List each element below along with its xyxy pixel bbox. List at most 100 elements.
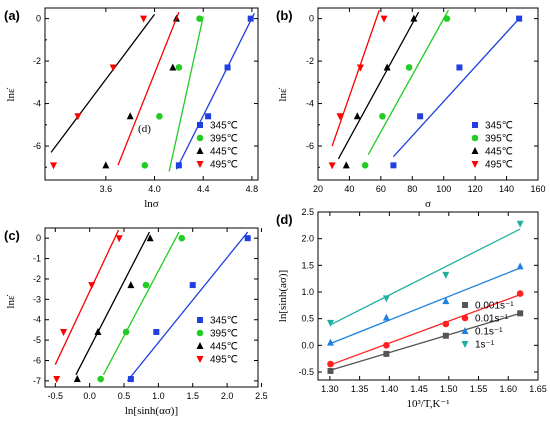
data-point <box>342 161 350 169</box>
legend: 0.001s⁻¹ 0.01s⁻¹ 0.1s⁻¹ 1s⁻¹ <box>461 301 514 351</box>
legend-label: 445℃ <box>485 147 513 158</box>
data-point <box>356 64 364 72</box>
data-point <box>353 112 361 120</box>
y-tick-label: -6 <box>306 141 314 151</box>
data-point <box>53 376 61 384</box>
plot-frame <box>44 7 259 181</box>
series-3 <box>53 229 123 384</box>
x-tick-label: 1.0 <box>152 391 165 401</box>
x-tick-label: 120 <box>468 184 483 194</box>
series-1 <box>141 15 204 172</box>
y-tick-label: 0 <box>309 14 314 24</box>
data-point <box>336 113 344 121</box>
x-tick-label: 1.5 <box>186 391 199 401</box>
data-point <box>327 367 334 374</box>
legend-label: 345℃ <box>485 121 513 132</box>
x-tick-label: 160 <box>530 184 545 194</box>
data-point <box>178 234 186 242</box>
data-point <box>326 338 334 346</box>
data-point <box>73 375 81 383</box>
data-point <box>142 281 150 289</box>
legend-label: 495℃ <box>210 355 238 366</box>
fit-line <box>392 18 520 158</box>
fit-line <box>175 13 255 170</box>
data-point <box>516 220 524 228</box>
x-tick-label: 1.45 <box>410 384 428 394</box>
series-2 <box>326 262 524 346</box>
data-point <box>382 295 390 303</box>
data-point <box>417 113 424 120</box>
x-axis-label: lnσ <box>144 198 159 210</box>
data-point <box>516 15 523 22</box>
fit-line <box>54 229 120 365</box>
x-tick-label: 20 <box>313 184 323 194</box>
y-tick-label: 0 <box>36 14 41 24</box>
y-axis-label: lnε̇ <box>277 87 289 101</box>
panel-label: (c) <box>4 228 20 243</box>
data-point <box>244 235 251 242</box>
data-point <box>380 15 388 23</box>
fit-line <box>126 231 249 382</box>
data-point <box>60 328 68 336</box>
data-point <box>127 281 135 289</box>
data-point <box>146 234 154 242</box>
series-3 <box>50 12 180 170</box>
series-3 <box>326 220 524 327</box>
x-tick-label: 1.35 <box>351 384 369 394</box>
y-tick-label: -3 <box>33 294 41 304</box>
legend-label: 345℃ <box>210 316 238 327</box>
legend-marker <box>462 302 468 308</box>
y-tick-label: 2.0 <box>301 234 314 244</box>
x-tick-label: 3.6 <box>100 184 113 194</box>
fit-line <box>331 9 380 147</box>
series-2 <box>50 13 180 169</box>
data-point <box>247 15 254 22</box>
series-1 <box>361 9 451 169</box>
y-tick-label: -4 <box>33 99 41 109</box>
legend-label: 495℃ <box>485 160 513 171</box>
series-1 <box>97 231 186 383</box>
legend-label: 0.001s⁻¹ <box>475 301 514 312</box>
fit-line <box>168 16 204 172</box>
y-tick-label: -6 <box>33 356 41 366</box>
x-tick-label: 100 <box>436 184 451 194</box>
data-point <box>196 15 203 22</box>
series-3 <box>328 9 388 170</box>
data-point <box>122 328 130 336</box>
y-tick-label: 0 <box>36 233 41 243</box>
legend-marker <box>196 329 204 337</box>
fit-line <box>329 312 521 372</box>
data-point <box>442 271 450 279</box>
data-point <box>94 327 102 335</box>
legend-marker <box>471 147 479 154</box>
legend-marker <box>196 147 204 154</box>
y-tick-label: 1.0 <box>301 287 314 297</box>
x-tick-label: 1.30 <box>321 384 339 394</box>
y-tick-label: -5 <box>33 335 41 345</box>
plot-frame <box>317 7 539 181</box>
series-2 <box>73 231 154 383</box>
panel-d: 1.30 1.35 1.40 1.45 1.50 1.55 1.60 1.65-0.50.00… <box>276 207 547 410</box>
legend-label: 395℃ <box>210 134 238 145</box>
x-tick-label: 0.0 <box>83 391 96 401</box>
data-point <box>326 319 334 327</box>
y-tick-label: -4 <box>33 315 41 325</box>
x-tick-label: 4.8 <box>246 184 259 194</box>
fit-line <box>329 267 521 345</box>
legend-label: 445℃ <box>210 147 238 158</box>
y-tick-label: 0.5 <box>301 314 314 324</box>
legend-label: 0.1s⁻¹ <box>475 327 503 338</box>
data-point <box>88 282 96 290</box>
x-tick-label: 4.0 <box>148 184 161 194</box>
data-point <box>115 235 123 243</box>
legend-marker <box>196 134 204 142</box>
data-point <box>383 63 391 71</box>
y-axis-label: ln[sinh(aσ)] <box>277 270 289 322</box>
data-point <box>382 313 390 321</box>
fit-line <box>337 11 420 160</box>
data-point <box>410 14 418 22</box>
data-point <box>442 297 450 305</box>
y-tick-label: -2 <box>306 56 314 66</box>
plot-frame <box>44 227 259 388</box>
data-point <box>97 375 104 383</box>
